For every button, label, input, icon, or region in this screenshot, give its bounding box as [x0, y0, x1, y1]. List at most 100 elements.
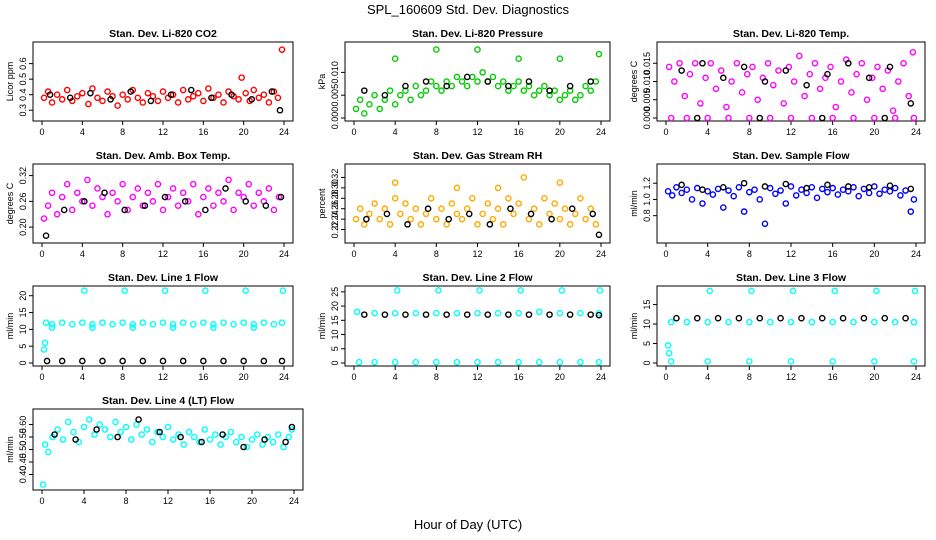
- x-tick-label: 20: [247, 496, 257, 506]
- chart-panel: Stan. Dev. Li-820 Temp.0 4 8 12 16 20 240.0000…: [629, 28, 926, 137]
- data-point: [435, 287, 442, 294]
- data-point: [208, 94, 215, 102]
- data-point: [179, 357, 187, 365]
- data-point: [520, 174, 528, 181]
- data-point: [198, 438, 205, 446]
- data-point: [577, 358, 584, 366]
- data-point: [121, 206, 128, 214]
- data-point: [556, 309, 564, 317]
- data-point: [891, 184, 899, 192]
- data-point: [479, 210, 486, 218]
- data-point: [407, 96, 414, 104]
- data-point: [48, 324, 56, 331]
- x-tick-label: 4: [705, 249, 710, 259]
- data-point: [881, 186, 889, 194]
- data-point: [393, 287, 401, 294]
- y-tick-label: 25: [330, 287, 340, 297]
- data-point: [702, 74, 709, 82]
- data-point: [180, 441, 188, 448]
- data-point: [274, 94, 282, 102]
- data-point: [211, 431, 219, 438]
- data-point: [728, 78, 735, 85]
- y-axis-label: ml/min: [629, 313, 639, 340]
- x-tick-label: 12: [163, 496, 173, 506]
- data-point: [417, 91, 425, 99]
- x-tick-label: 16: [198, 249, 208, 259]
- data-point: [886, 63, 894, 71]
- chart-panel: Stan. Dev. Line 2 Flow 0 4 8 12 16 20 24 0 5 10 15 2…: [317, 272, 611, 382]
- data-point: [751, 186, 758, 194]
- data-point: [667, 114, 675, 122]
- data-point: [240, 443, 247, 451]
- data-point: [248, 96, 256, 103]
- data-point: [766, 184, 774, 192]
- data-point: [587, 205, 595, 213]
- data-point: [143, 426, 151, 433]
- data-point: [89, 202, 96, 209]
- x-tick-label: 16: [514, 127, 524, 137]
- x-tick-label: 16: [514, 372, 524, 382]
- data-point: [850, 318, 857, 326]
- data-point: [119, 319, 126, 326]
- x-tick-label: 16: [828, 249, 838, 259]
- data-point: [397, 210, 404, 218]
- data-point: [871, 114, 878, 122]
- x-tick-label: 8: [120, 127, 125, 137]
- data-point: [109, 321, 116, 328]
- data-point: [754, 96, 761, 104]
- data-point: [288, 426, 296, 433]
- data-point: [391, 309, 399, 317]
- data-point: [881, 114, 889, 122]
- chart-panel: Stan. Dev. Line 1 Flow 0 4 8 12 16 20 24 0 5 10 15 2…: [5, 272, 294, 382]
- data-point: [121, 287, 128, 294]
- data-point: [855, 192, 863, 200]
- data-point: [282, 438, 289, 446]
- data-point: [391, 101, 399, 108]
- data-point: [205, 185, 212, 192]
- data-point: [148, 438, 156, 446]
- x-tick-label: 4: [80, 372, 85, 382]
- data-point: [179, 319, 187, 326]
- data-point: [577, 194, 584, 202]
- data-point: [494, 205, 502, 213]
- data-point: [404, 221, 411, 228]
- data-point: [474, 358, 481, 366]
- data-point: [871, 183, 878, 190]
- data-point: [443, 311, 450, 318]
- data-point: [796, 52, 803, 60]
- data-point: [748, 287, 755, 295]
- x-tick-label: 8: [120, 372, 125, 382]
- y-tick-label: 0.6: [18, 57, 28, 70]
- data-point: [427, 78, 435, 85]
- data-point: [808, 318, 816, 326]
- data-point: [129, 321, 137, 328]
- data-point: [907, 208, 915, 215]
- data-point: [499, 78, 507, 85]
- y-axis-label: ml/min: [629, 190, 639, 217]
- data-point: [360, 221, 368, 228]
- data-point: [79, 89, 86, 97]
- x-tick-label: 8: [120, 249, 125, 259]
- data-point: [474, 78, 481, 85]
- data-point: [59, 436, 67, 443]
- data-point: [871, 318, 878, 326]
- data-point: [714, 314, 722, 322]
- data-point: [45, 448, 52, 456]
- x-tick-label: 8: [434, 249, 439, 259]
- data-point: [220, 319, 227, 326]
- data-point: [595, 358, 603, 366]
- data-point: [886, 182, 894, 189]
- y-tick-label: 5: [18, 344, 28, 349]
- data-point: [582, 215, 589, 223]
- data-point: [664, 342, 672, 349]
- y-tick-label: 0.3: [18, 104, 28, 117]
- data-point: [787, 114, 795, 122]
- x-tick-label: 16: [205, 496, 215, 506]
- data-point: [278, 357, 286, 365]
- data-point: [159, 433, 167, 441]
- y-tick-label: 15: [642, 300, 652, 310]
- data-point: [53, 210, 61, 218]
- data-point: [412, 358, 420, 366]
- data-point: [149, 321, 157, 328]
- data-point: [818, 114, 826, 122]
